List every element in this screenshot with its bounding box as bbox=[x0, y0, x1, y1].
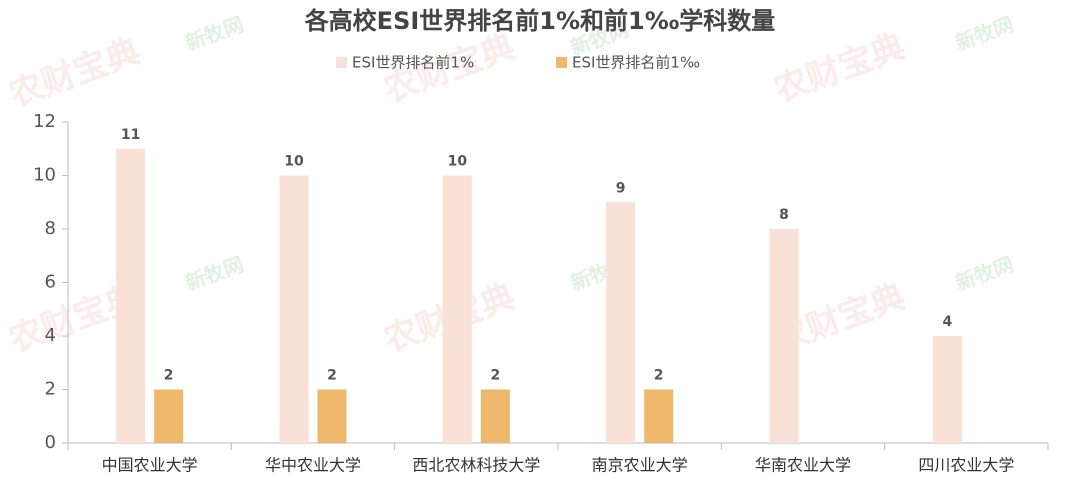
bar bbox=[480, 389, 510, 443]
watermark: 新牧网 bbox=[182, 252, 247, 295]
y-tick-label: 12 bbox=[33, 111, 56, 132]
y-tick-label: 10 bbox=[33, 165, 56, 186]
bar bbox=[279, 175, 309, 443]
bar bbox=[154, 389, 184, 443]
data-label: 4 bbox=[942, 314, 952, 330]
y-tick-label: 2 bbox=[45, 379, 56, 400]
data-label: 10 bbox=[284, 154, 304, 170]
data-label: 2 bbox=[654, 368, 664, 384]
x-tick-label: 西北农林科技大学 bbox=[412, 456, 540, 475]
data-label: 2 bbox=[327, 368, 337, 384]
watermark: 新牧网 bbox=[182, 12, 247, 55]
data-label: 2 bbox=[164, 368, 174, 384]
bar bbox=[442, 175, 472, 443]
bar bbox=[769, 229, 799, 443]
watermark: 农财宝典 bbox=[769, 27, 910, 111]
x-tick-label: 南京农业大学 bbox=[592, 456, 688, 475]
bar bbox=[116, 148, 146, 443]
watermark: 新牧网 bbox=[952, 12, 1017, 55]
chart-title: 各高校ESI世界排名前1%和前1‰学科数量 bbox=[304, 7, 776, 35]
data-label: 11 bbox=[121, 127, 140, 143]
y-tick-label: 6 bbox=[45, 272, 56, 293]
x-tick-label: 中国农业大学 bbox=[102, 456, 198, 475]
legend-label: ESI世界排名前1% bbox=[352, 54, 474, 72]
x-tick-label: 四川农业大学 bbox=[918, 456, 1014, 475]
legend-swatch bbox=[556, 57, 567, 68]
watermark: 农财宝典 bbox=[4, 32, 145, 116]
watermark: 新牧网 bbox=[952, 252, 1017, 295]
y-tick-label: 8 bbox=[45, 218, 56, 239]
bar bbox=[932, 336, 962, 443]
data-label: 10 bbox=[448, 154, 468, 170]
data-label: 9 bbox=[616, 180, 626, 196]
y-tick-label: 4 bbox=[45, 325, 56, 346]
x-tick-label: 华中农业大学 bbox=[265, 456, 361, 475]
data-label: 8 bbox=[779, 207, 789, 223]
x-tick-label: 华南农业大学 bbox=[755, 456, 851, 475]
legend-swatch bbox=[336, 57, 347, 68]
legend-label: ESI世界排名前1‰ bbox=[572, 54, 700, 72]
watermark-layer: 农财宝典新牧网农财宝典新牧网农财宝典新牧网农财宝典新牧网农财宝典新牧网农财宝典新… bbox=[4, 12, 1017, 361]
bar bbox=[317, 389, 347, 443]
bar bbox=[606, 202, 636, 443]
bar bbox=[644, 389, 674, 443]
y-tick-label: 0 bbox=[45, 432, 56, 453]
data-label: 2 bbox=[490, 368, 500, 384]
